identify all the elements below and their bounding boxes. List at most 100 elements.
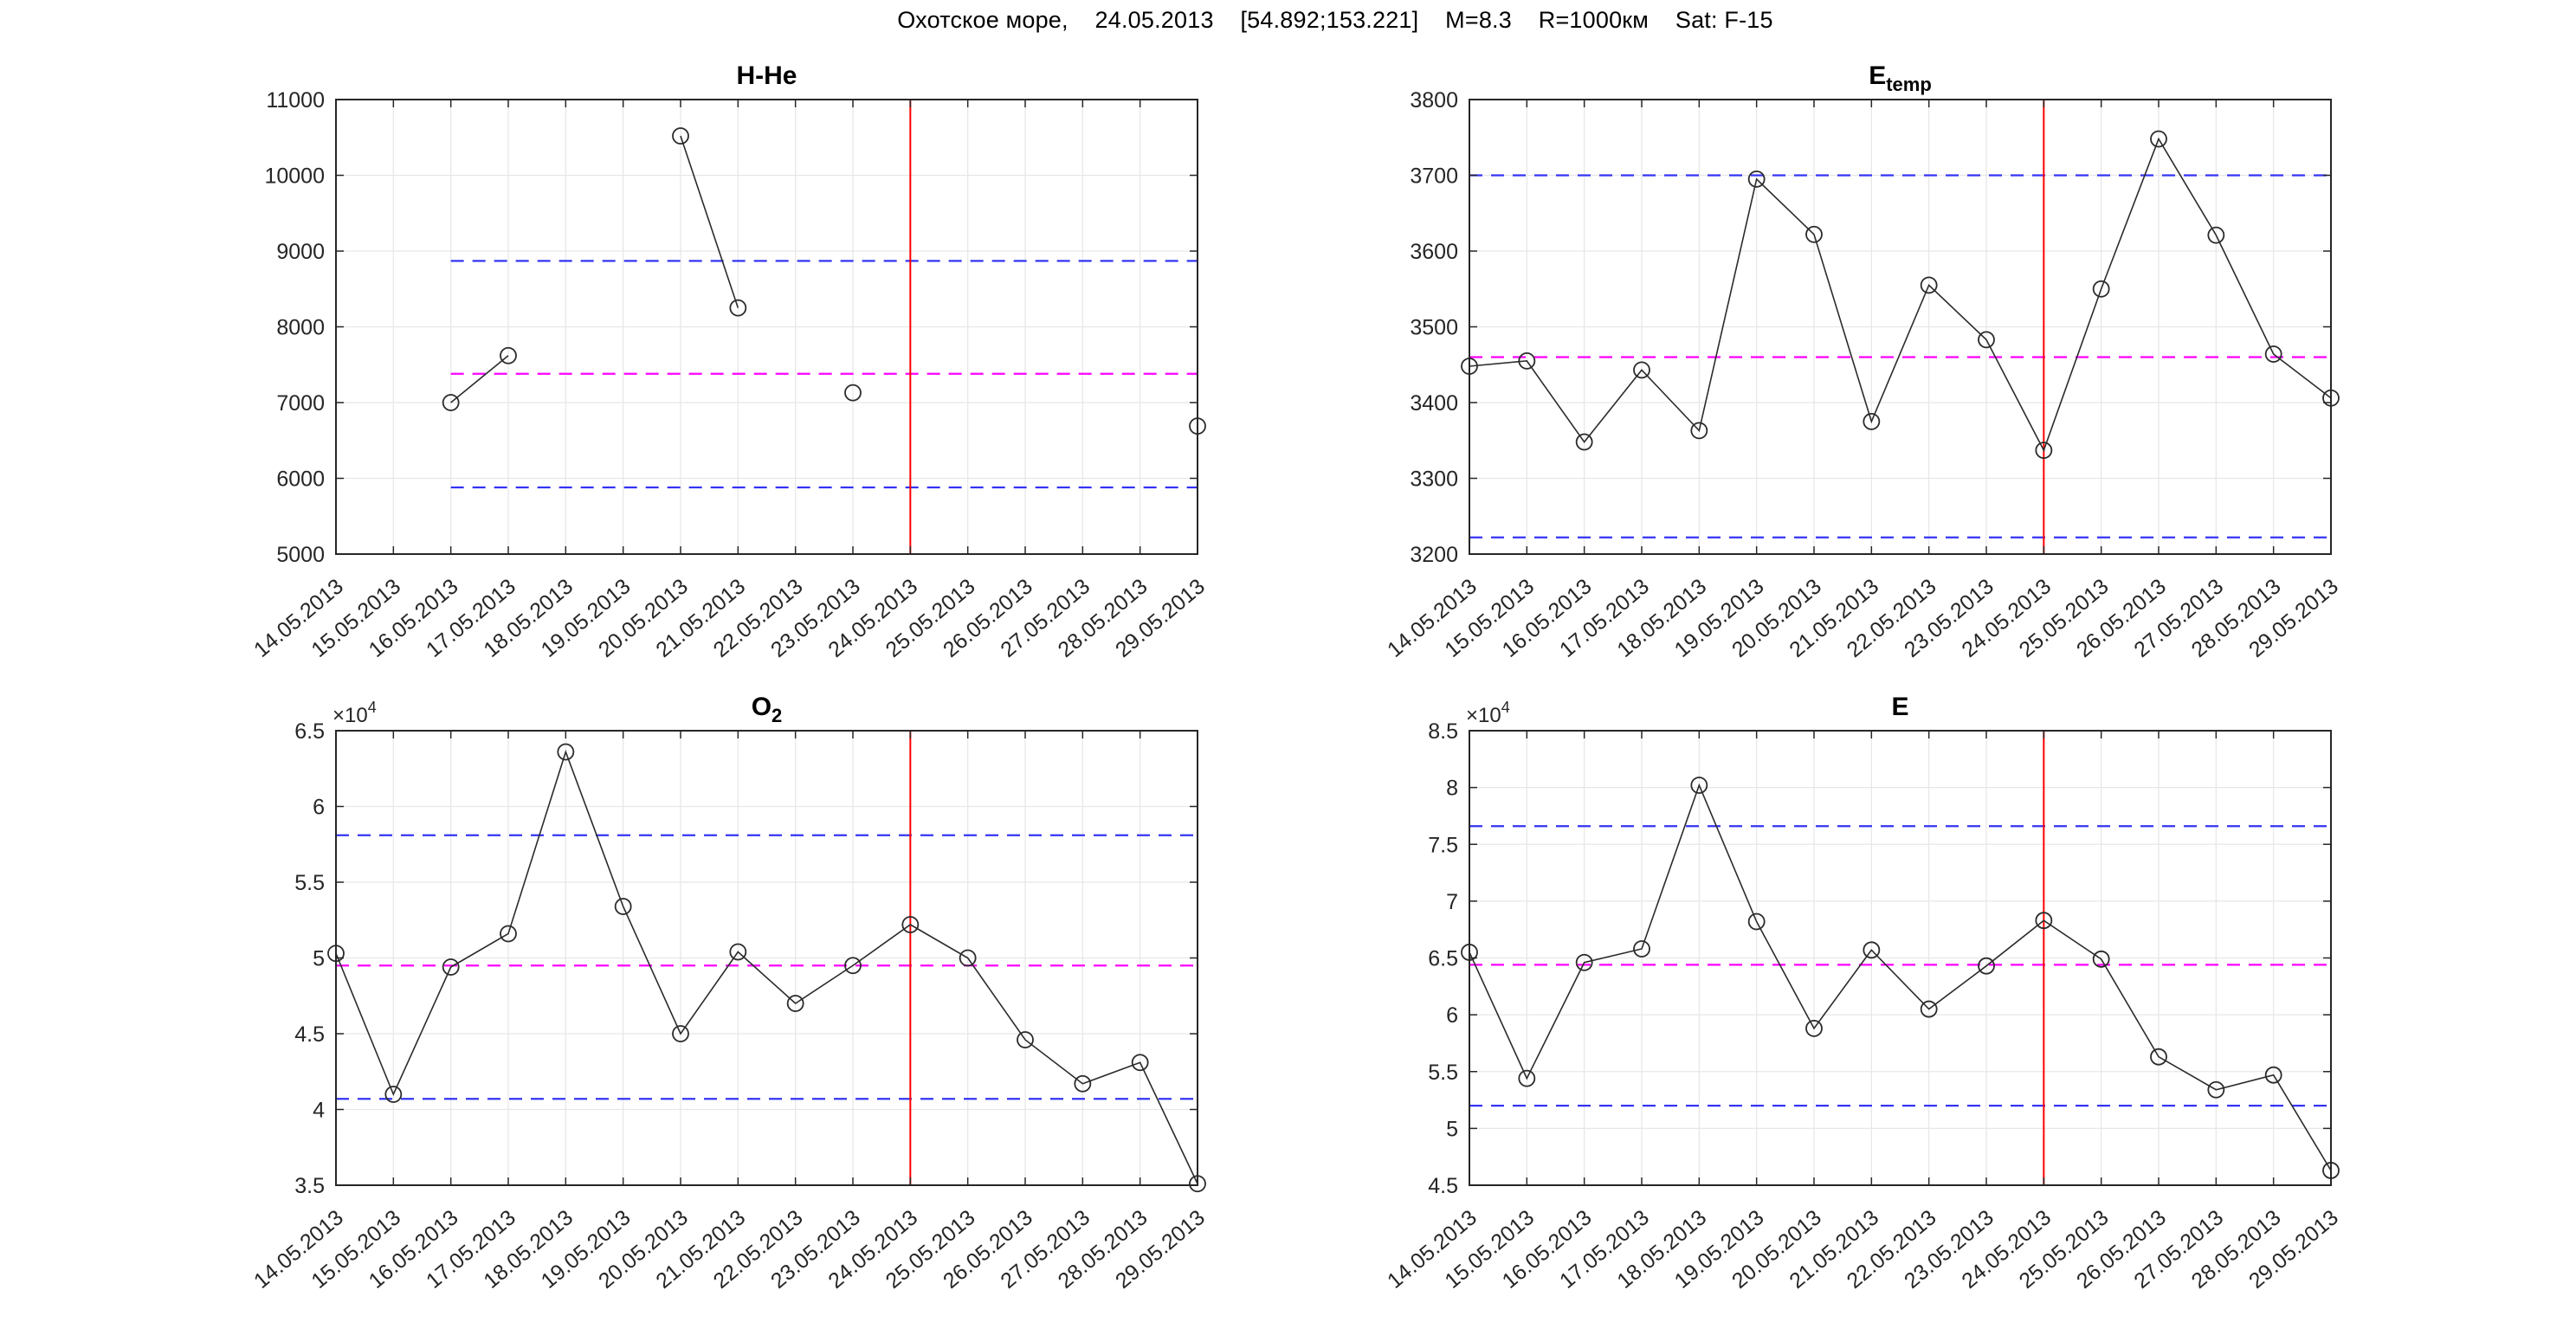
data-point-marker [500, 925, 517, 943]
data-point-marker [2264, 345, 2282, 363]
data-point-marker [844, 384, 862, 402]
y-tick-label: 3200 [1410, 543, 1458, 567]
data-point-marker [2150, 1048, 2167, 1066]
exponent-power: 4 [1501, 699, 1510, 716]
data-point-marker [901, 916, 920, 933]
data-line [450, 355, 509, 403]
y-tick-label: 7.5 [1428, 833, 1458, 857]
data-line [680, 135, 739, 308]
chart-title-main: E [1891, 693, 1908, 721]
y-tick-label: 4.5 [294, 1022, 325, 1047]
y-tick-label: 7 [1446, 890, 1458, 914]
y-tick-label: 10000 [264, 164, 325, 189]
exponent-base: ×10 [1466, 704, 1501, 727]
data-point-marker [1518, 1069, 1536, 1087]
data-point-marker [2264, 1066, 2282, 1084]
data-point-marker [1863, 941, 1881, 959]
data-point-marker [786, 995, 804, 1012]
data-point-marker [500, 346, 517, 364]
exponent-base: ×10 [332, 704, 368, 727]
y-tick-label: 6.5 [294, 719, 325, 744]
data-point-marker [2207, 226, 2225, 244]
y-tick-label: 5 [1446, 1117, 1458, 1141]
data-point-marker [2150, 130, 2167, 148]
data-point-marker [1747, 913, 1766, 931]
data-point-marker [2035, 442, 2053, 460]
y-tick-label: 6000 [276, 468, 325, 492]
chart-title-main: O [752, 693, 772, 721]
data-point-marker [729, 299, 747, 317]
y-tick-label: 6 [313, 796, 325, 820]
y-tick-label: 8 [1446, 777, 1458, 801]
data-point-marker [1017, 1031, 1034, 1048]
data-point-marker [1575, 953, 1593, 971]
chart-o-2: 3.544.555.566.5×10414.05.201315.05.20131… [249, 693, 1210, 1293]
chart-e-temp: 320033003400350036003700380014.05.201315… [1383, 61, 2343, 662]
chart-title-subscript: 2 [772, 705, 782, 726]
chart-e: 4.555.566.577.588.5×10414.05.201315.05.2… [1383, 693, 2343, 1293]
y-tick-label: 3700 [1410, 164, 1458, 189]
exponent-power: 4 [368, 699, 377, 716]
data-point-marker [2207, 1080, 2225, 1099]
y-tick-label: 5 [313, 947, 325, 971]
data-point-marker [1920, 1000, 1938, 1018]
data-point-marker [1863, 412, 1881, 430]
y-tick-label: 5.5 [1428, 1061, 1458, 1085]
data-point-marker [1920, 276, 1938, 294]
data-line [1469, 783, 2332, 1171]
chart-title-subscript: temp [1886, 74, 1932, 95]
data-point-marker [557, 743, 575, 761]
data-point-marker [1805, 1019, 1823, 1037]
data-point-marker [672, 1025, 689, 1042]
figure-title: Охотское море, 24.05.2013 [54.892;153.22… [897, 7, 1773, 33]
y-tick-label: 3.5 [294, 1174, 325, 1198]
chart-title: Etemp [1869, 61, 1932, 95]
y-tick-label: 5.5 [294, 871, 325, 895]
data-point-marker [1633, 361, 1650, 379]
y-tick-label: 4.5 [1428, 1174, 1458, 1198]
data-point-marker [1747, 170, 1766, 188]
chart-h-he: 50006000700080009000100001100014.05.2013… [249, 61, 1210, 662]
y-tick-label: 3400 [1410, 391, 1458, 416]
y-tick-label: 8000 [276, 316, 325, 340]
y-tick-label: 6 [1446, 1003, 1458, 1028]
data-point-marker [1978, 331, 1995, 349]
data-point-marker [729, 943, 747, 961]
chart-title-main: H-He [736, 61, 797, 90]
y-tick-label: 8.5 [1428, 719, 1458, 744]
data-point-marker [2092, 280, 2110, 298]
y-tick-label: 9000 [276, 240, 325, 264]
data-point-marker [442, 394, 460, 411]
data-point-marker [1805, 225, 1823, 243]
y-axis-exponent-label: ×104 [1466, 699, 1510, 727]
data-point-marker [959, 949, 977, 967]
data-line [335, 750, 1198, 1184]
chart-title: O2 [752, 693, 783, 726]
data-point-marker [1131, 1054, 1149, 1072]
data-point-marker [1978, 957, 1995, 975]
chart-title: H-He [736, 61, 797, 90]
data-point-marker [2035, 912, 2053, 930]
y-tick-label: 6.5 [1428, 947, 1458, 971]
y-tick-label: 4 [313, 1099, 325, 1123]
data-point-marker [384, 1086, 403, 1103]
y-tick-label: 3500 [1410, 316, 1458, 340]
data-point-marker [614, 898, 632, 915]
y-tick-label: 3800 [1410, 88, 1458, 113]
y-tick-label: 7000 [276, 391, 325, 416]
y-tick-label: 5000 [276, 543, 325, 567]
y-tick-label: 3300 [1410, 468, 1458, 492]
y-tick-label: 3600 [1410, 240, 1458, 264]
data-point-marker [1518, 351, 1536, 370]
y-axis-exponent-label: ×104 [332, 699, 377, 727]
data-line [1469, 137, 2332, 453]
data-point-marker [1690, 422, 1708, 440]
y-tick-label: 11000 [266, 88, 325, 113]
data-point-marker [672, 127, 689, 145]
data-point-marker [1633, 940, 1650, 958]
data-point-marker [2092, 950, 2110, 968]
chart-title: E [1891, 693, 1908, 721]
data-point-marker [1575, 433, 1593, 451]
